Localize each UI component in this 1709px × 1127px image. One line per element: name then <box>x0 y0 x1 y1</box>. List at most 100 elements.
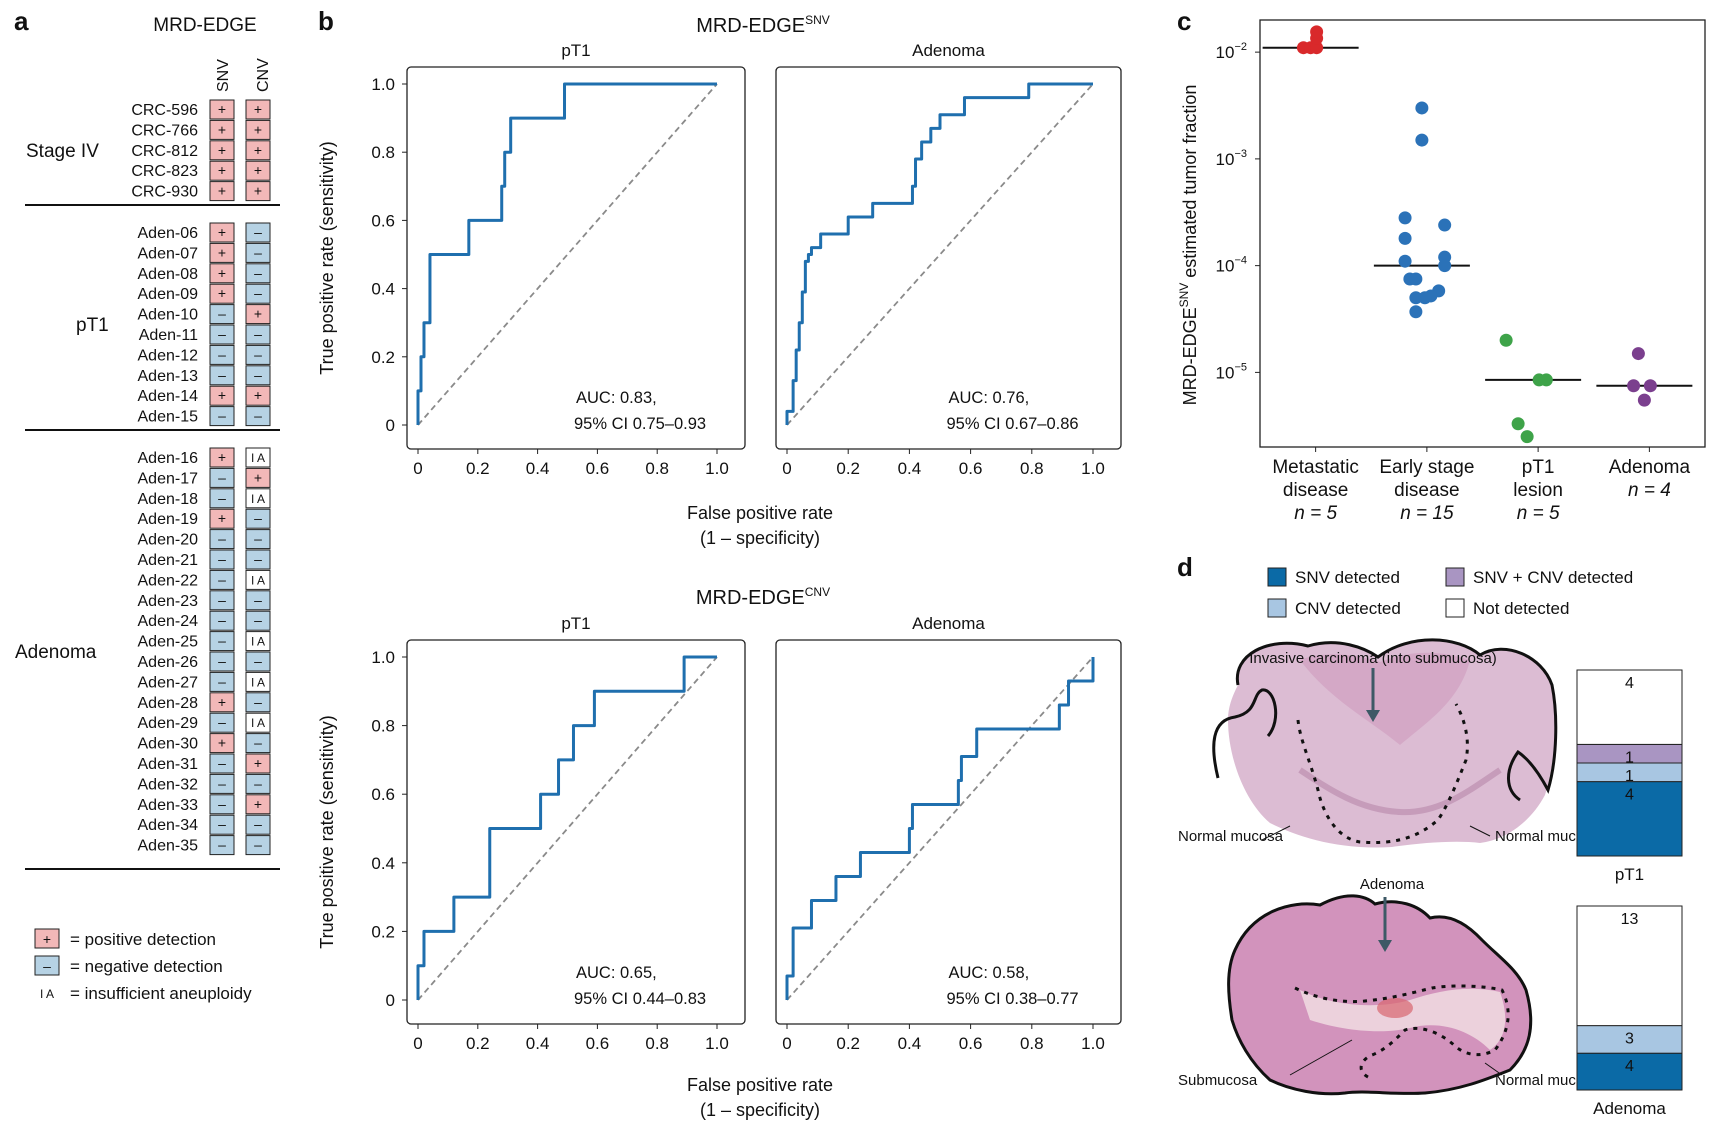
sample-label-aden-23: Aden-23 <box>138 593 199 610</box>
x-tick-label: 0.8 <box>645 459 669 478</box>
data-point <box>1499 333 1513 347</box>
snv-cell-value: + <box>218 449 226 465</box>
x-tick-label: 1.0 <box>705 1034 729 1053</box>
adenoma-left-pointer <box>1289 1039 1353 1076</box>
roc-top-xlabel-2: (1 – specificity) <box>700 528 820 548</box>
cnv-cell <box>245 365 271 386</box>
sample-label-aden-11: Aden-11 <box>139 327 198 344</box>
data-point <box>1409 272 1423 286</box>
snv-cell <box>209 814 235 835</box>
cnv-cell-value: + <box>254 469 262 485</box>
snv-cell-value: – <box>218 490 226 506</box>
snv-cell-value: – <box>218 796 226 812</box>
panel-c-label: c <box>1177 6 1191 36</box>
y-tick-label: 10−5 <box>1216 361 1247 382</box>
legend-label: Not detected <box>1473 599 1569 618</box>
legend-swatch <box>1267 598 1287 618</box>
auc-text: AUC: 0.58, <box>949 964 1030 982</box>
y-tick-label: 0.4 <box>371 280 395 299</box>
x-tick-label: 0.8 <box>645 1034 669 1053</box>
sample-label-crc-930: CRC-930 <box>131 184 198 201</box>
cnv-cell <box>245 283 271 304</box>
data-point <box>1539 373 1553 387</box>
adenoma-outline <box>1227 894 1533 1096</box>
roc-curve <box>785 82 1093 425</box>
cnv-cell-value: – <box>254 408 262 424</box>
snv-cell-value: + <box>218 101 226 117</box>
cnv-cell-value: – <box>254 775 262 791</box>
snv-cell <box>209 447 235 468</box>
sample-label-aden-08: Aden-08 <box>138 266 199 283</box>
pt1-left-pointer <box>1261 825 1291 841</box>
y-tick-label: 1.0 <box>371 75 395 94</box>
cnv-cell-value: – <box>254 592 262 608</box>
sample-label-aden-27: Aden-27 <box>138 674 199 691</box>
data-point <box>1438 259 1452 273</box>
roc-snv-title: MRD-EDGESNV <box>696 13 830 37</box>
snv-cell-value: – <box>218 673 226 689</box>
cnv-cell <box>245 222 271 243</box>
snv-cell <box>209 671 235 692</box>
pt1-histology-image: Invasive carcinoma (into submucosa) Norm… <box>1178 638 1601 848</box>
pt1-annotation-top: Invasive carcinoma (into submucosa) <box>1249 650 1497 667</box>
x-tick-label: 0.6 <box>959 459 983 478</box>
panel-b-label: b <box>318 6 334 36</box>
cnv-cell-value: – <box>254 551 262 567</box>
snv-cell <box>209 467 235 488</box>
sample-label-crc-766: CRC-766 <box>131 122 198 139</box>
x-tick-label: 0.6 <box>586 459 610 478</box>
snv-cell <box>209 569 235 590</box>
chance-diagonal <box>417 656 718 1001</box>
adenoma-vessel <box>1377 998 1413 1018</box>
x-tick-label: 0.2 <box>466 1034 490 1053</box>
cnv-cell <box>245 99 271 120</box>
group-n-label: n = 4 <box>1628 480 1671 501</box>
sample-label-aden-29: Aden-29 <box>138 715 199 732</box>
group-label-2: disease <box>1394 480 1460 501</box>
group-n-label: n = 5 <box>1517 503 1560 524</box>
y-tick-label: 0.2 <box>371 922 395 941</box>
bar-segment-value: 13 <box>1621 911 1639 928</box>
legend-swatch <box>1445 598 1465 618</box>
sample-label-aden-18: Aden-18 <box>138 491 199 508</box>
cnv-cell <box>245 549 271 570</box>
cnv-cell <box>245 344 271 365</box>
chance-diagonal <box>417 83 718 426</box>
group-label-1: pT1 <box>1522 457 1555 478</box>
snv-cell <box>209 835 235 856</box>
snv-cell <box>209 508 235 529</box>
x-tick-label: 0.4 <box>898 1034 922 1053</box>
y-tick-label: 1.0 <box>371 648 395 667</box>
detection-legend: SNV detected SNV + CNV detected CNV detect… <box>1267 567 1633 618</box>
x-tick-label: 1.0 <box>1081 1034 1105 1053</box>
snv-cell-value: – <box>218 775 226 791</box>
pt1-right-pointer <box>1469 825 1491 837</box>
snv-cell-value: + <box>218 244 226 260</box>
group-n-label: n = 5 <box>1294 503 1337 524</box>
cnv-cell <box>245 753 271 774</box>
snv-cell-value: – <box>218 531 226 547</box>
bar-segment-value: 3 <box>1625 1031 1634 1048</box>
bar-segment <box>1576 669 1683 745</box>
cnv-cell-value: + <box>254 387 262 403</box>
plot-frame <box>775 639 1122 1025</box>
cnv-cell-value: – <box>254 224 262 240</box>
data-point <box>1415 101 1429 115</box>
snv-cell-value: + <box>218 510 226 526</box>
snv-cell-value: – <box>218 408 226 424</box>
auc-ci-text: 95% CI 0.67–0.86 <box>947 415 1079 433</box>
sample-label-aden-14: Aden-14 <box>138 388 199 405</box>
adenoma-histology-image: Adenoma Submucosa Normal mucosa <box>1178 876 1601 1096</box>
cnv-cell-value: – <box>254 694 262 710</box>
sample-label-aden-32: Aden-32 <box>138 776 199 793</box>
snv-cell-value: + <box>218 694 226 710</box>
snv-cell <box>209 631 235 652</box>
y-tick-label: 0.4 <box>371 854 395 873</box>
group-label-0: Stage IV <box>26 141 99 162</box>
sample-label-aden-13: Aden-13 <box>138 368 199 385</box>
pt1-outline-left <box>1212 688 1278 779</box>
bar-segment <box>1576 781 1683 857</box>
legend-label: CNV detected <box>1295 599 1401 618</box>
